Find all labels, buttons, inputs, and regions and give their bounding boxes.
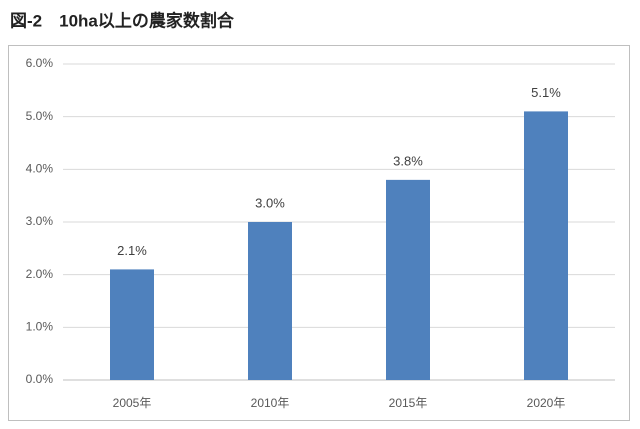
y-tick-label: 5.0% <box>26 109 54 123</box>
bar <box>386 179 430 380</box>
value-label: 3.0% <box>255 195 285 210</box>
bar <box>524 111 568 381</box>
bar <box>248 222 292 380</box>
x-tick-label: 2005年 <box>113 396 152 410</box>
y-tick-label: 2.0% <box>26 267 54 281</box>
y-tick-label: 1.0% <box>26 320 54 334</box>
value-label: 2.1% <box>117 243 147 258</box>
x-tick-label: 2010年 <box>251 396 290 410</box>
value-label: 3.8% <box>393 153 423 168</box>
x-tick-label: 2020年 <box>527 396 566 410</box>
y-tick-label: 4.0% <box>26 162 54 176</box>
bar <box>110 269 154 380</box>
value-label: 5.1% <box>531 85 561 100</box>
y-tick-label: 6.0% <box>26 56 54 70</box>
y-tick-label: 0.0% <box>26 372 54 386</box>
chart-frame <box>8 45 630 421</box>
x-tick-label: 2015年 <box>389 396 428 410</box>
y-tick-label: 3.0% <box>26 214 54 228</box>
chart-title: 図-2 10ha以上の農家数割合 <box>10 10 235 30</box>
